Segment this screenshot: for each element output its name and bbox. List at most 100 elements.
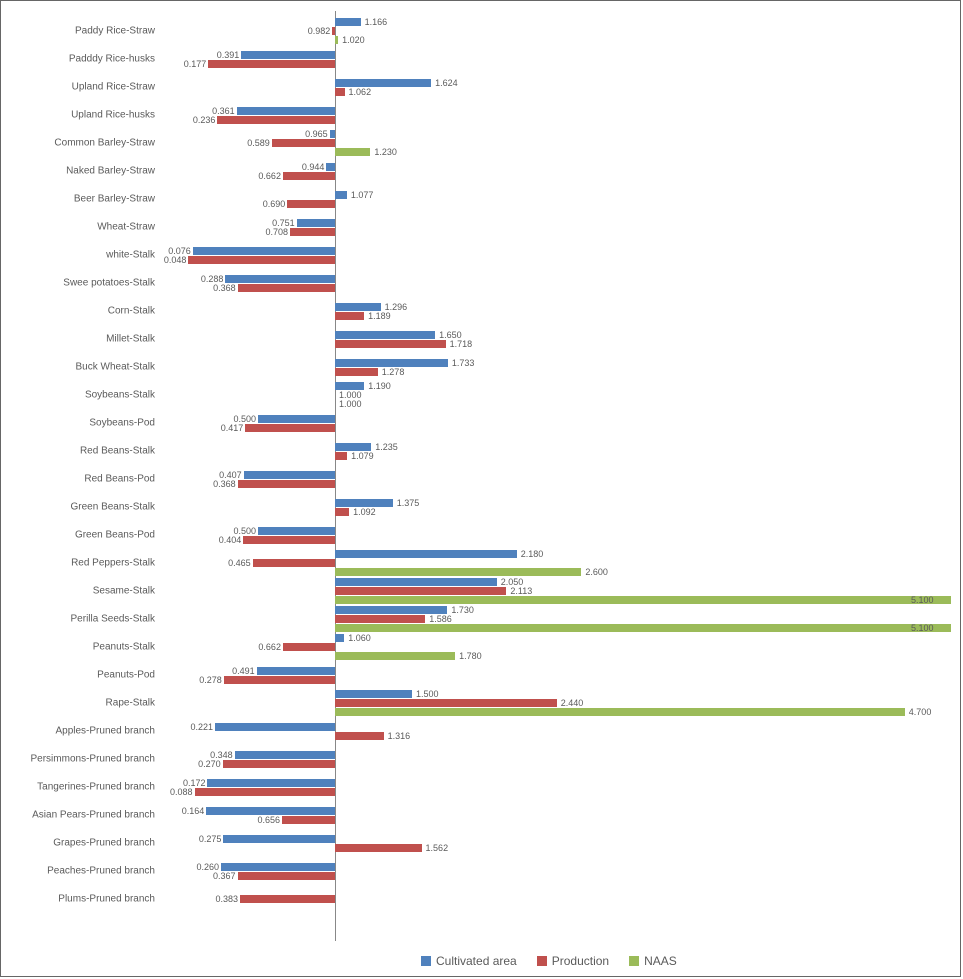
bar-cultivated <box>335 606 447 614</box>
value-label-production: 0.662 <box>258 171 281 181</box>
category-label: white-Stalk <box>0 250 155 261</box>
value-label-cultivated: 1.730 <box>451 605 474 615</box>
category-label: Upland Rice-husks <box>0 110 155 121</box>
category-label: Corn-Stalk <box>0 306 155 317</box>
value-label-production: 0.589 <box>247 138 270 148</box>
value-label-production: 0.236 <box>193 115 216 125</box>
value-label-production: 0.662 <box>258 642 281 652</box>
bar-naas <box>335 36 338 44</box>
category-label: Tangerines-Pruned branch <box>0 782 155 793</box>
category-label: Perilla Seeds-Stalk <box>0 614 155 625</box>
legend-label-cultivated: Cultivated area <box>436 954 517 968</box>
chart-row: Swee potatoes-Stalk0.2880.368 <box>181 269 951 297</box>
chart-row: Rape-Stalk1.5002.4404.700 <box>181 689 951 717</box>
bar-cultivated <box>335 79 431 87</box>
bar-production <box>335 508 349 516</box>
chart-row: Red Peppers-Stalk2.1800.4652.600 <box>181 549 951 577</box>
bar-cultivated <box>330 130 335 138</box>
value-label-production: 0.982 <box>308 26 331 36</box>
value-label-naas: 1.020 <box>342 35 365 45</box>
value-label-cultivated: 1.060 <box>348 633 371 643</box>
value-label-production: 0.690 <box>263 199 286 209</box>
bar-production <box>283 643 335 651</box>
value-label-production: 1.718 <box>450 339 473 349</box>
chart-row: Green Beans-Stalk1.3751.092 <box>181 493 951 521</box>
chart-row: Peaches-Pruned branch0.2600.367 <box>181 857 951 885</box>
bar-production <box>238 480 335 488</box>
chart-row: Upland Rice-husks0.3610.236 <box>181 101 951 129</box>
bar-cultivated <box>223 835 335 843</box>
chart-row: Beer Barley-Straw1.0770.690 <box>181 185 951 213</box>
bar-production <box>335 88 345 96</box>
chart-row: Asian Pears-Pruned branch0.1640.656 <box>181 801 951 829</box>
legend-item-naas: NAAS <box>629 954 677 968</box>
chart-row: Paddy Rice-Straw1.1660.9821.020 <box>181 17 951 45</box>
bar-production <box>238 284 335 292</box>
value-label-production: 1.586 <box>429 614 452 624</box>
bar-cultivated <box>237 107 335 115</box>
value-label-production: 0.088 <box>170 787 193 797</box>
plot-area: Paddy Rice-Straw1.1660.9821.020Padddy Ri… <box>181 11 951 941</box>
bar-production <box>195 788 335 796</box>
bar-cultivated <box>206 807 335 815</box>
category-label: Paddy Rice-Straw <box>0 26 155 37</box>
chart-row: Padddy Rice-husks0.3910.177 <box>181 45 951 73</box>
value-label-cultivated: 0.275 <box>199 834 222 844</box>
bar-production <box>188 256 335 264</box>
chart-row: Wheat-Straw0.7510.708 <box>181 213 951 241</box>
bar-production <box>335 732 384 740</box>
category-label: Peanuts-Stalk <box>0 642 155 653</box>
category-label: Red Beans-Pod <box>0 474 155 485</box>
value-label-production: 0.278 <box>199 675 222 685</box>
value-label-cultivated: 2.180 <box>521 549 544 559</box>
bar-cultivated <box>215 723 335 731</box>
category-label: Beer Barley-Straw <box>0 194 155 205</box>
value-label-cultivated: 0.965 <box>305 129 328 139</box>
bar-naas <box>335 148 370 156</box>
category-label: Swee potatoes-Stalk <box>0 278 155 289</box>
category-label: Peanuts-Pod <box>0 670 155 681</box>
bar-production <box>223 760 335 768</box>
bar-production <box>208 60 335 68</box>
chart-row: Soybeans-Stalk1.1901.0001.000 <box>181 381 951 409</box>
value-label-production: 0.367 <box>213 871 236 881</box>
bar-cultivated <box>335 550 517 558</box>
chart-row: Persimmons-Pruned branch0.3480.270 <box>181 745 951 773</box>
chart-row: Sesame-Stalk2.0502.1135.100 <box>181 577 951 605</box>
chart-row: Soybeans-Pod0.5000.417 <box>181 409 951 437</box>
category-label: Millet-Stalk <box>0 334 155 345</box>
bar-production <box>335 368 378 376</box>
value-label-cultivated: 1.733 <box>452 358 475 368</box>
category-label: Wheat-Straw <box>0 222 155 233</box>
bar-production <box>217 116 335 124</box>
category-label: Green Beans-Pod <box>0 530 155 541</box>
bar-cultivated <box>335 634 344 642</box>
category-label: Buck Wheat-Stalk <box>0 362 155 373</box>
bar-production <box>240 895 335 903</box>
value-label-production: 0.656 <box>258 815 281 825</box>
legend-label-production: Production <box>552 954 609 968</box>
bar-production <box>243 536 335 544</box>
bar-cultivated <box>335 443 371 451</box>
bar-production <box>335 452 347 460</box>
value-label-production: 0.404 <box>219 535 242 545</box>
value-label-cultivated: 1.500 <box>416 689 439 699</box>
legend-swatch-cultivated <box>421 956 431 966</box>
value-label-naas: 1.000 <box>339 399 362 409</box>
value-label-production: 2.113 <box>510 586 532 596</box>
bar-naas <box>335 624 951 632</box>
category-label: Peaches-Pruned branch <box>0 866 155 877</box>
bar-cultivated <box>258 527 335 535</box>
bar-production <box>238 872 335 880</box>
category-label: Red Peppers-Stalk <box>0 558 155 569</box>
chart-row: Common Barley-Straw0.9650.5891.230 <box>181 129 951 157</box>
value-label-production: 0.368 <box>213 479 236 489</box>
legend-item-cultivated: Cultivated area <box>421 954 517 968</box>
category-label: Soybeans-Pod <box>0 418 155 429</box>
value-label-production: 0.465 <box>228 558 251 568</box>
bar-cultivated <box>257 667 335 675</box>
value-label-production: 2.440 <box>561 698 584 708</box>
chart-row: white-Stalk0.0760.048 <box>181 241 951 269</box>
bar-production <box>253 559 335 567</box>
bar-cultivated <box>235 751 335 759</box>
